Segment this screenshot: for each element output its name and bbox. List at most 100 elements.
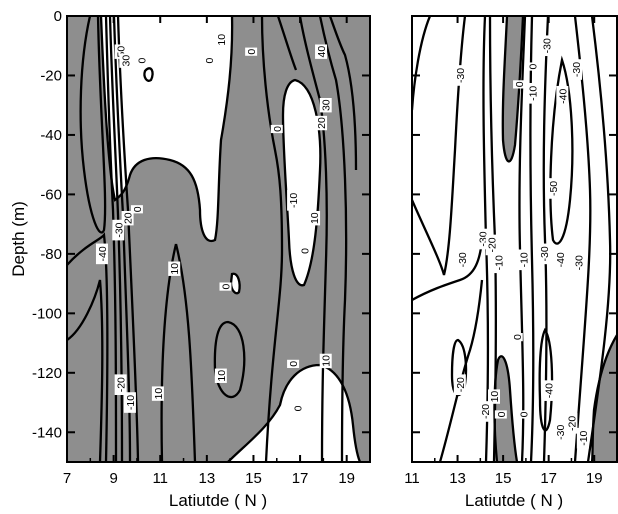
right-x-tick-label: 15 xyxy=(495,470,512,487)
right-contour-label-text: -10 xyxy=(528,86,540,101)
y-tick-label: 0 xyxy=(54,8,62,25)
right-contour-label-bg xyxy=(556,85,569,107)
left-contour-label-bg xyxy=(130,205,143,214)
right-x-tick-label: 13 xyxy=(449,470,466,487)
right-contour-label: 0 xyxy=(494,410,508,419)
left-contour-label-text: 0 xyxy=(220,283,232,289)
right-contour-label: 10 xyxy=(488,389,501,404)
right-contour-label-bg xyxy=(565,413,578,434)
right-x-axis-title: Latiutde ( N ) xyxy=(465,491,563,510)
left-contour-label: -10 xyxy=(287,190,300,211)
right-contour-label: -10 xyxy=(517,249,531,271)
right-contour-label-bg xyxy=(456,249,469,271)
left-contour-label-bg xyxy=(151,386,164,401)
right-contour-label: 0 xyxy=(510,333,524,342)
right-contour-label: -10 xyxy=(492,252,506,274)
left-panel-white-regions xyxy=(101,16,360,462)
left-contour-label-text: 30 xyxy=(321,99,333,111)
right-contour-label-bg xyxy=(540,35,553,57)
left-contour-label-text: 50 xyxy=(116,46,128,58)
left-contour-label-bg xyxy=(245,47,258,56)
left-panel-contour xyxy=(260,16,284,462)
left-contour-label-bg xyxy=(298,246,311,255)
right-contour-label: -30 xyxy=(572,252,585,274)
left-contour-label-text: 10 xyxy=(309,212,321,224)
left-contour-label-bg xyxy=(315,115,328,131)
right-contour-label-text: -40 xyxy=(544,383,556,398)
right-panel-contour xyxy=(412,239,484,302)
left-panel-axes: 7 9 11 13 15 17 190-20-40-60-80-100-120-140 xyxy=(32,8,370,487)
y-axis-title: Depth (m) xyxy=(9,201,28,277)
left-contour-label-bg xyxy=(319,97,332,113)
right-contour-label-text: -30 xyxy=(571,62,583,77)
left-contour-label: -20 xyxy=(114,374,128,395)
right-contour-label-text: -20 xyxy=(566,416,578,431)
right-contour-label-text: -30 xyxy=(455,68,467,83)
left-panel-contour xyxy=(143,67,154,82)
right-contour-label-bg xyxy=(476,228,489,250)
right-contour-label-text: 0 xyxy=(519,411,531,417)
left-contour-label-bg xyxy=(168,261,181,276)
right-contour-label-bg xyxy=(510,333,523,342)
right-contour-label-text: -40 xyxy=(557,89,569,104)
right-contour-label-bg xyxy=(570,59,582,80)
left-contour-label-text: 10 xyxy=(153,388,165,400)
right-contour-label: 0 xyxy=(526,62,540,71)
right-panel-contour xyxy=(438,279,484,462)
left-contour-label: 0 xyxy=(219,282,232,291)
left-x-tick-label: 11 xyxy=(152,470,168,487)
left-contour-label-bg xyxy=(291,404,304,413)
left-contour-label: 0 xyxy=(135,56,149,65)
left-contour-label-text: 0 xyxy=(288,361,300,367)
left-contour-label-text: 10 xyxy=(216,34,228,46)
left-x-axis-title: Latiutde ( N ) xyxy=(169,491,267,510)
right-panel-frame xyxy=(411,15,618,463)
left-contour-label-text: 0 xyxy=(137,58,149,64)
right-contour-label: -40 xyxy=(556,85,569,107)
left-contour-label-text: 0 xyxy=(293,405,305,411)
left-x-tick-label: 9 xyxy=(109,470,117,487)
left-contour-label-text: 40 xyxy=(316,46,328,58)
left-x-tick-label: 13 xyxy=(199,470,216,487)
left-contour-label: 10 xyxy=(319,353,333,369)
left-contour-label-bg xyxy=(203,56,216,65)
left-panel-white-region-top xyxy=(101,16,233,241)
left-x-tick-label: 17 xyxy=(292,470,309,487)
left-contour-label-text: 0 xyxy=(246,49,258,55)
right-contour-label: -40 xyxy=(554,249,567,271)
right-contour-label: -30 xyxy=(453,65,467,86)
right-contour-label-text: 0 xyxy=(496,411,508,417)
left-contour-label-bg xyxy=(214,368,227,383)
y-tick-label: -60 xyxy=(40,186,62,203)
right-contour-label: 0 xyxy=(517,410,531,419)
right-contour-label-text: 0 xyxy=(528,63,540,69)
right-contour-label-text: -30 xyxy=(573,255,585,270)
left-panel-contour xyxy=(67,279,104,462)
right-contour-label-text: 0 xyxy=(512,334,524,340)
left-contour-label: 0 xyxy=(203,56,216,65)
right-contour-label-bg xyxy=(485,234,498,256)
right-contour-label-bg xyxy=(576,427,589,449)
right-contour-label-bg xyxy=(554,249,567,271)
right-contour-label-text: -10 xyxy=(519,252,531,267)
right-contour-label: -30 xyxy=(538,243,551,265)
right-contour-label-text: -20 xyxy=(455,377,467,392)
left-panel-contour xyxy=(281,78,322,287)
left-contour-label-bg xyxy=(119,53,132,68)
left-contour-label: -30 xyxy=(112,219,125,241)
right-contour-label-bg xyxy=(572,252,585,274)
left-panel-contour xyxy=(298,16,328,462)
left-contour-label: 0 xyxy=(291,404,305,413)
right-contour-label: -20 xyxy=(485,234,499,256)
right-contour-label-text: 0 xyxy=(514,81,526,87)
right-contour-label-bg xyxy=(542,380,555,401)
right-contour-label: -20 xyxy=(478,401,492,422)
right-panel-grey-region xyxy=(592,335,617,462)
left-contour-label: 0 xyxy=(270,124,284,134)
left-x-tick-label: 15 xyxy=(245,470,262,487)
left-contour-label-text: 0 xyxy=(204,58,216,64)
